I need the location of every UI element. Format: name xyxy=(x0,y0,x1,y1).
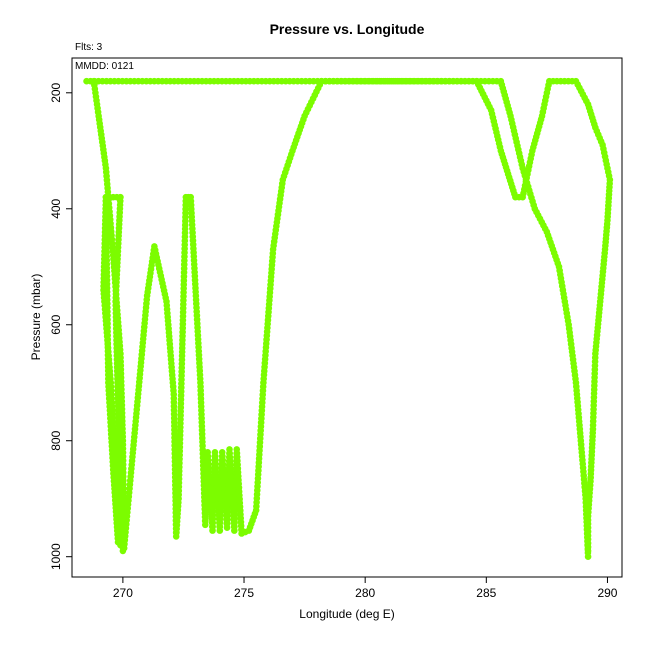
x-tick-label: 275 xyxy=(234,586,254,600)
y-tick-label: 200 xyxy=(49,82,63,102)
plot-frame xyxy=(71,57,623,578)
flights-annotation: Flts: 3 xyxy=(75,42,103,53)
data-point xyxy=(584,547,592,555)
data-point xyxy=(119,547,127,555)
data-points xyxy=(83,77,614,560)
y-tick-label: 400 xyxy=(49,198,63,218)
chart-title: Pressure vs. Longitude xyxy=(270,21,425,37)
data-point xyxy=(584,553,592,560)
date-annotation: MMDD: 0121 xyxy=(75,61,134,72)
y-tick-label: 800 xyxy=(49,430,63,450)
x-tick-label: 285 xyxy=(476,586,496,600)
x-tick-label: 290 xyxy=(597,586,617,600)
x-tick-label: 280 xyxy=(355,586,375,600)
y-axis-label: Pressure (mbar) xyxy=(29,274,43,361)
y-axis: 200 400 600 800 1000 xyxy=(49,82,72,570)
y-tick-label: 1000 xyxy=(49,543,63,570)
x-axis-label: Longitude (deg E) xyxy=(299,607,394,621)
y-tick-label: 600 xyxy=(49,314,63,334)
x-axis: 270 275 280 285 290 xyxy=(113,577,618,600)
x-tick-label: 270 xyxy=(113,586,133,600)
